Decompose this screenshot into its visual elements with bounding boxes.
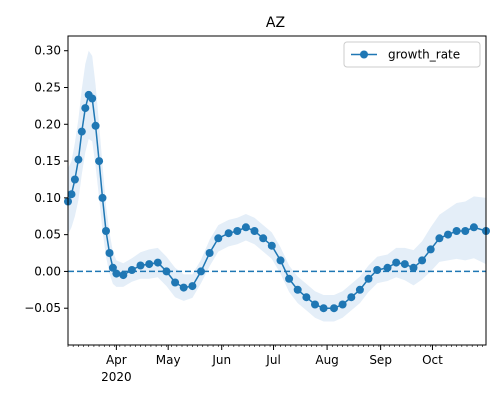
growth-rate-point xyxy=(233,227,242,235)
growth-rate-point xyxy=(241,223,250,232)
growth-rate-point xyxy=(364,274,373,283)
growth-rate-point xyxy=(285,274,294,283)
legend-marker-swatch xyxy=(360,50,368,59)
growth-rate-point xyxy=(74,155,83,164)
growth-rate-point xyxy=(70,175,79,184)
axes: −0.05 0.00 0.05 0.10 0.15 0.20 0.25 0.30 Apr May J… xyxy=(24,35,487,384)
x-year-label: 2020 xyxy=(101,370,132,384)
growth-rate-point xyxy=(112,269,121,278)
growth-rate-point xyxy=(102,227,110,235)
growth-rate-point xyxy=(214,234,223,243)
legend: growth_rate xyxy=(343,41,481,68)
x-tick-label: Oct xyxy=(422,353,443,367)
x-tick-label: Aug xyxy=(315,353,338,367)
growth-rate-point xyxy=(98,193,107,202)
growth-rate-point xyxy=(105,249,114,257)
chart-title: AZ xyxy=(266,15,285,31)
y-tick-label: 0.05 xyxy=(34,228,61,242)
growth-rate-point xyxy=(259,234,268,243)
growth-rate-point xyxy=(77,127,86,136)
growth-rate-point xyxy=(91,121,100,130)
growth-rate-point xyxy=(338,300,347,309)
growth-rate-point xyxy=(67,190,76,199)
growth-rate-point xyxy=(108,263,117,272)
growth-rate-point xyxy=(197,267,205,276)
growth-rate-point xyxy=(95,157,104,166)
growth-rate-point xyxy=(162,267,171,276)
growth-rate-point xyxy=(444,230,452,239)
growth-rate-point xyxy=(418,256,427,265)
growth-rate-point xyxy=(435,234,444,243)
growth-rate-point xyxy=(171,278,180,287)
growth-rate-point xyxy=(145,260,154,269)
growth-rate-point xyxy=(188,282,197,291)
growth-rate-point xyxy=(127,266,136,274)
legend-box xyxy=(343,41,481,68)
y-tick-label: −0.05 xyxy=(24,301,61,315)
x-tick-label: Apr xyxy=(106,353,127,367)
confidence-band xyxy=(68,50,486,322)
growth-rate-point xyxy=(267,241,276,250)
growth-rate-point xyxy=(383,263,392,272)
growth-rate-point xyxy=(452,227,461,235)
plot-frame xyxy=(67,35,487,346)
growth-rate-point xyxy=(153,258,162,267)
growth-rate-point xyxy=(392,258,401,267)
growth-rate-point xyxy=(426,245,435,254)
growth-rate-point xyxy=(373,266,382,274)
y-tick-label: 0.10 xyxy=(34,191,61,205)
growth-rate-point xyxy=(136,261,145,270)
x-tick-label: May xyxy=(156,353,181,367)
x-tick-label: Jun xyxy=(211,353,231,367)
growth-rate-point xyxy=(205,249,214,257)
x-tick-label: Jul xyxy=(265,353,280,367)
y-tick-label: 0.25 xyxy=(34,81,61,95)
growth-rate-point xyxy=(461,227,470,235)
growth-rate-point xyxy=(409,263,418,272)
growth-rate-point xyxy=(311,300,319,309)
growth-rate-point xyxy=(302,293,311,302)
y-tick-label: 0.00 xyxy=(34,264,61,278)
legend-label: growth_rate xyxy=(388,48,460,62)
growth-rate-point xyxy=(355,285,364,294)
growth-rate-point xyxy=(119,271,128,280)
growth-rate-point xyxy=(400,260,409,269)
growth-rate-point xyxy=(347,293,356,302)
growth-rate-point xyxy=(250,227,259,235)
growth-rate-point xyxy=(330,304,338,313)
y-tick-label: 0.20 xyxy=(34,117,61,131)
y-tick-label: 0.30 xyxy=(34,44,61,58)
growth-rate-point xyxy=(179,283,188,292)
growth-rate-point xyxy=(276,256,285,265)
growth-rate-point xyxy=(319,304,328,313)
y-tick-label: 0.15 xyxy=(34,154,61,168)
growth-rate-point xyxy=(293,285,302,294)
growth-rate-point xyxy=(81,104,90,113)
x-tick-label: Sep xyxy=(369,353,392,367)
growth-rate-point xyxy=(224,229,233,238)
plot-area xyxy=(64,50,490,322)
growth-rate-point xyxy=(469,223,478,232)
growth-rate-point xyxy=(88,94,97,103)
